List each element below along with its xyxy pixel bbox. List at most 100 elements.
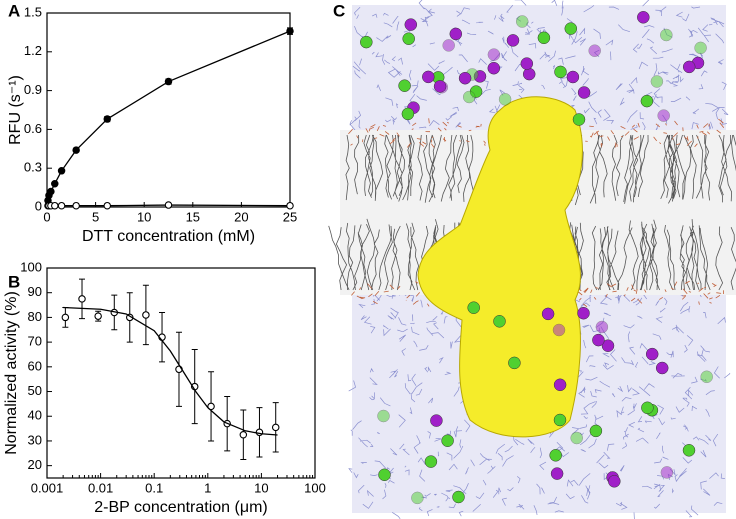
ion (452, 490, 465, 504)
ion (553, 413, 567, 427)
ion (493, 315, 506, 328)
x-tick-label: 0.001 (31, 480, 64, 495)
ion (564, 22, 578, 35)
x-tick-label: 1 (204, 480, 211, 495)
ion (404, 18, 418, 31)
series-line (63, 306, 278, 436)
y-tick-label: 0.3 (24, 160, 42, 175)
ion (655, 361, 669, 375)
x-tick-label: 0.1 (145, 480, 163, 495)
y-axis-label: RFU (s⁻¹) (7, 75, 24, 145)
y-tick-label: 30 (28, 432, 42, 447)
ion (682, 60, 696, 74)
y-tick-label: 60 (28, 358, 42, 373)
data-point (57, 201, 66, 210)
ion (640, 94, 654, 108)
ion (553, 378, 567, 392)
ion (570, 431, 583, 445)
ion (508, 356, 521, 370)
data-point (164, 201, 173, 209)
y-tick-label: 80 (28, 309, 42, 324)
y-tick-label: 1.5 (24, 4, 42, 19)
ion (522, 67, 536, 81)
x-axis-label: DTT concentration (mM) (82, 228, 255, 245)
ion (462, 90, 476, 104)
data-point (103, 201, 112, 210)
ion (487, 61, 501, 75)
ion (700, 370, 713, 384)
ion (641, 401, 654, 415)
x-tick-label: 10 (254, 480, 268, 495)
y-tick-label: 50 (28, 383, 42, 398)
ion (601, 339, 615, 352)
ion (682, 444, 696, 457)
ion (552, 323, 566, 337)
x-tick-label: 15 (186, 209, 200, 224)
x-tick-label: 100 (304, 480, 326, 495)
ion (577, 306, 590, 320)
data-point (103, 115, 112, 123)
ion (424, 455, 438, 468)
ion (554, 65, 567, 79)
y-tick-label: 70 (28, 334, 42, 349)
x-tick-label: 0.01 (88, 480, 113, 495)
ion (660, 466, 674, 479)
ion (572, 113, 586, 126)
ion (411, 491, 424, 505)
y-tick-label: 0.9 (24, 82, 42, 97)
data-point (72, 146, 80, 154)
y-tick-label: 90 (28, 284, 42, 299)
x-tick-label: 5 (92, 209, 99, 224)
ion (401, 107, 415, 121)
ion (378, 468, 391, 482)
ion (377, 409, 390, 423)
ion (660, 28, 673, 42)
data-point (286, 201, 294, 210)
ion (577, 86, 591, 99)
data-point (286, 27, 294, 35)
x-tick-label: 0 (43, 209, 50, 224)
plot-frame (46, 12, 291, 208)
ion (520, 57, 534, 70)
ion (498, 93, 512, 106)
ion (515, 15, 529, 28)
x-tick-label: 25 (283, 209, 297, 224)
data-point (142, 311, 150, 319)
ion (487, 48, 501, 61)
ion (360, 35, 373, 49)
panel-label: B (8, 272, 20, 291)
ion (402, 32, 415, 45)
ion (566, 70, 580, 84)
data-point (57, 167, 66, 175)
ion (449, 27, 463, 41)
ion (441, 434, 454, 447)
ion (506, 34, 520, 47)
ion (595, 320, 609, 334)
data-point (239, 431, 248, 439)
ion (608, 475, 621, 488)
data-point (94, 312, 102, 320)
ion (458, 71, 472, 85)
data-point (271, 423, 280, 432)
ion (589, 424, 603, 438)
ion (541, 307, 555, 321)
y-tick-label: 100 (20, 259, 42, 274)
ion (537, 31, 551, 45)
ion (588, 44, 601, 57)
y-tick-label: 40 (28, 408, 42, 423)
data-point (72, 201, 80, 210)
ion (430, 414, 443, 427)
series-line (47, 30, 291, 201)
data-point (47, 187, 55, 196)
y-axis-label: Normalized activity (%) (3, 291, 20, 455)
ion (467, 301, 480, 314)
data-point (255, 428, 264, 437)
ion (657, 109, 670, 122)
panel-label: A (8, 1, 20, 20)
x-tick-label: 20 (234, 209, 248, 224)
panel-c (328, 0, 736, 519)
y-tick-label: 0.6 (24, 121, 42, 136)
ion (637, 11, 650, 24)
protein-surface (417, 96, 583, 438)
